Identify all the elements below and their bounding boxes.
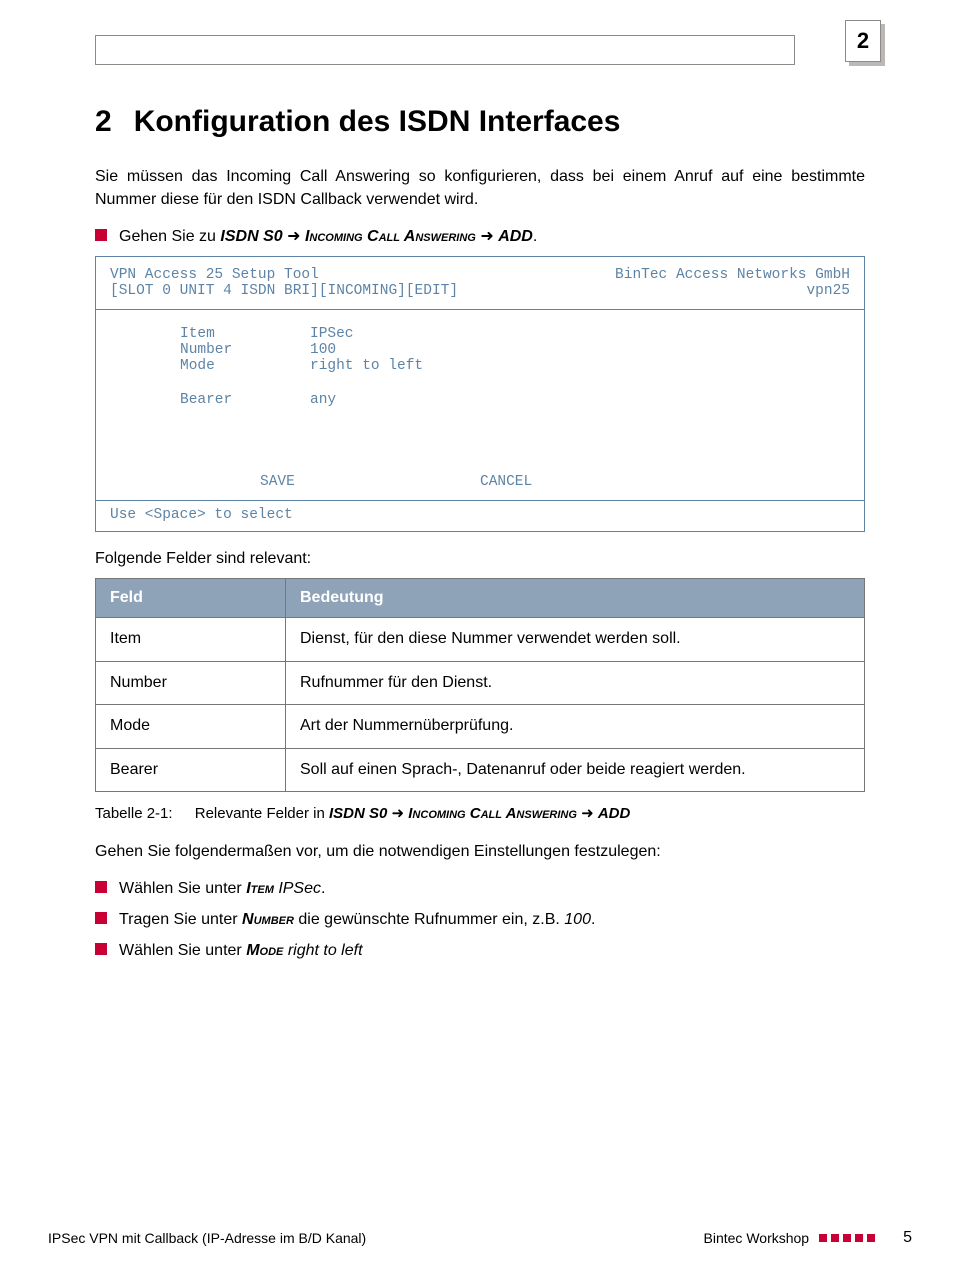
footer-left: IPSec VPN mit Callback (IP-Adresse im B/… bbox=[48, 1230, 366, 1246]
bullet-square-icon bbox=[95, 912, 107, 924]
heading-number: 2 bbox=[95, 105, 112, 138]
nav-text: Gehen Sie zu ISDN S0 ➜ Incoming Call Ans… bbox=[119, 226, 537, 246]
table-header-bedeutung: Bedeutung bbox=[286, 579, 865, 618]
chapter-badge-number: 2 bbox=[845, 20, 881, 62]
fields-table: Feld Bedeutung ItemDienst, für den diese… bbox=[95, 578, 865, 792]
terminal-row: Bearerany bbox=[110, 392, 850, 408]
step-bullet: Wählen Sie unter Item IPSec. bbox=[95, 877, 865, 898]
table-row: ItemDienst, für den diese Nummer verwend… bbox=[96, 618, 865, 661]
terminal-header: VPN Access 25 Setup Tool [SLOT 0 UNIT 4 … bbox=[96, 257, 864, 310]
terminal-actions: SAVE CANCEL bbox=[96, 414, 864, 500]
footer-right: Bintec Workshop bbox=[704, 1230, 810, 1246]
steps-intro: Gehen Sie folgendermaßen vor, um die not… bbox=[95, 840, 865, 863]
terminal-row: Number100 bbox=[110, 342, 850, 358]
bullet-square-icon bbox=[95, 943, 107, 955]
page-heading: 2 Konfiguration des ISDN Interfaces bbox=[95, 105, 865, 139]
terminal-row: ItemIPSec bbox=[110, 326, 850, 342]
page-content: 2 Konfiguration des ISDN Interfaces Sie m… bbox=[95, 105, 865, 970]
table-row: BearerSoll auf einen Sprach-, Datenanruf… bbox=[96, 748, 865, 791]
header-rule bbox=[95, 35, 795, 65]
step-bullet: Tragen Sie unter Number die gewünschte R… bbox=[95, 908, 865, 929]
table-row: ModeArt der Nummernüberprüfung. bbox=[96, 705, 865, 748]
nav-instruction: Gehen Sie zu ISDN S0 ➜ Incoming Call Ans… bbox=[95, 225, 865, 246]
step-bullet: Wählen Sie unter Mode right to left bbox=[95, 939, 865, 960]
table-header-feld: Feld bbox=[96, 579, 286, 618]
terminal-body: ItemIPSec Number100 Moderight to left Be… bbox=[96, 310, 864, 414]
terminal-save: SAVE bbox=[110, 474, 480, 490]
bullet-square-icon bbox=[95, 229, 107, 241]
page-footer: IPSec VPN mit Callback (IP-Adresse im B/… bbox=[48, 1229, 912, 1247]
terminal-screenshot: VPN Access 25 Setup Tool [SLOT 0 UNIT 4 … bbox=[95, 256, 865, 532]
footer-dots-icon bbox=[819, 1234, 875, 1242]
heading-title: Konfiguration des ISDN Interfaces bbox=[134, 105, 621, 138]
table-intro: Folgende Felder sind relevant: bbox=[95, 550, 865, 568]
terminal-row: Moderight to left bbox=[110, 358, 850, 374]
chapter-badge: 2 bbox=[845, 20, 885, 66]
terminal-cancel: CANCEL bbox=[480, 474, 532, 490]
table-row: NumberRufnummer für den Dienst. bbox=[96, 661, 865, 704]
intro-paragraph: Sie müssen das Incoming Call Answering s… bbox=[95, 165, 865, 211]
table-caption: Tabelle 2-1: Relevante Felder in ISDN S0… bbox=[95, 804, 865, 822]
terminal-footer: Use <Space> to select bbox=[96, 500, 864, 531]
bullet-square-icon bbox=[95, 881, 107, 893]
footer-page-number: 5 bbox=[903, 1229, 912, 1247]
